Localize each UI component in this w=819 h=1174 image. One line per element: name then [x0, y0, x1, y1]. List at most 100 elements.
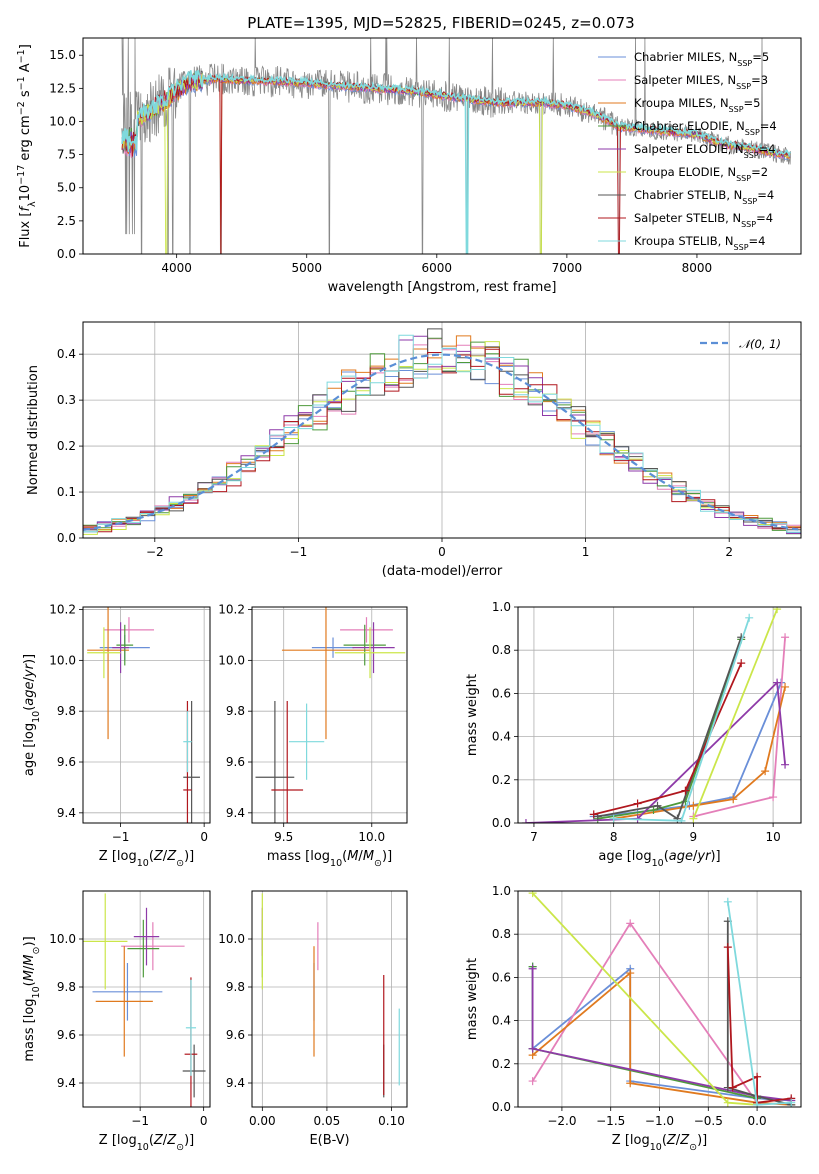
- weight-point-marker: [528, 1077, 537, 1086]
- y-tick-label: 9.4: [226, 806, 245, 820]
- y-tick-label: 2.5: [57, 214, 76, 228]
- weight-series-line: [693, 637, 786, 818]
- x-axis-label: Z [log10(Z/Z⊙)]: [99, 849, 194, 869]
- y-tick-label: 0.6: [492, 970, 511, 984]
- x-axis-label: (data-model)/error: [382, 564, 503, 579]
- x-tick-label: 8000: [682, 261, 713, 275]
- y-tick-label: 0.2: [492, 773, 511, 787]
- panel-mass-age: 9.5 10.0 9.4 9.6 9.8 10.0 10.2 mass [log10(M/M⊙…: [218, 603, 408, 869]
- x-tick-label: 7000: [552, 261, 583, 275]
- weight-point-marker: [723, 897, 732, 906]
- weight-point-marker: [787, 1098, 796, 1107]
- y-tick-label: 9.6: [57, 755, 76, 769]
- x-axis-label: wavelength [Angstrom, rest frame]: [328, 280, 557, 295]
- model-spectrum-line: [121, 70, 791, 254]
- x-tick-label: −1: [112, 830, 130, 844]
- axes-frame: [517, 606, 802, 824]
- weight-point-marker: [753, 1100, 762, 1107]
- weight-series-line: [531, 966, 758, 1100]
- y-tick-label: 5.0: [57, 181, 76, 195]
- y-tick-label: 0.6: [492, 686, 511, 700]
- y-tick-label: 0.4: [492, 730, 511, 744]
- y-tick-label: 0.0: [492, 1100, 511, 1114]
- x-tick-label: 10.0: [358, 830, 385, 844]
- y-tick-label: 0.4: [492, 1014, 511, 1028]
- y-axis-label: age [log10(age/yr)]: [22, 654, 42, 776]
- panel-z-mass: −1 0 9.4 9.6 9.8 10.0 Z [log10(Z/Z⊙)] mass [log…: [22, 890, 211, 1153]
- x-tick-label: 0.10: [378, 1114, 405, 1128]
- y-tick-label: 9.4: [57, 806, 76, 820]
- y-axis-label: mass [log10(M/M⊙)]: [22, 936, 42, 1061]
- axes-frame: [82, 37, 802, 255]
- x-tick-label: 0.05: [314, 1114, 341, 1128]
- y-tick-label: 10.0: [218, 653, 245, 667]
- y-tick-label: 0.0: [492, 816, 511, 830]
- legend-entry: Salpeter STELIB, NSSP=4: [634, 211, 773, 229]
- y-tick-label: 0.8: [492, 643, 511, 657]
- figure-title: PLATE=1395, MJD=52825, FIBERID=0245, z=0…: [247, 14, 634, 32]
- weight-point-marker: [528, 964, 537, 973]
- y-tick-label: 9.8: [226, 704, 245, 718]
- weight-point-marker: [681, 786, 690, 795]
- y-tick-label: 9.6: [226, 1028, 245, 1042]
- y-tick-label: 0.0: [57, 247, 76, 261]
- weight-point-marker: [677, 816, 686, 823]
- x-tick-label: 5000: [291, 261, 322, 275]
- weight-point-marker: [761, 767, 770, 776]
- weight-point-marker: [626, 969, 635, 978]
- x-tick-label: 7: [530, 830, 538, 844]
- axes-frame: [517, 890, 802, 1108]
- residual-histogram: [83, 334, 801, 533]
- y-tick-label: 9.6: [57, 1028, 76, 1042]
- x-tick-label: −1.5: [596, 1114, 625, 1128]
- y-tick-label: 15.0: [49, 48, 76, 62]
- panel-ebv-mass: 0.00 0.05 0.10 9.4 9.6 9.8 10.0 E(B-V): [218, 890, 408, 1148]
- legend-entry: Salpeter MILES, NSSP=3: [634, 73, 768, 91]
- x-tick-label: 0: [200, 830, 208, 844]
- y-tick-label: 0.1: [57, 485, 76, 499]
- weight-point-marker: [626, 1079, 635, 1088]
- weight-point-marker: [781, 633, 790, 642]
- x-tick-label: −1: [290, 545, 308, 559]
- legend-entry: Kroupa MILES, NSSP=5: [634, 96, 760, 114]
- weight-point-marker: [753, 1072, 762, 1081]
- weight-point-marker: [728, 1083, 737, 1092]
- weight-point-marker: [589, 810, 598, 819]
- weight-point-marker: [773, 607, 782, 614]
- y-tick-label: 10.0: [49, 932, 76, 946]
- y-tick-label: 9.6: [226, 755, 245, 769]
- y-tick-label: 9.8: [226, 980, 245, 994]
- weight-point-marker: [633, 799, 642, 808]
- weight-point-marker: [737, 659, 746, 668]
- x-tick-label: 0.0: [748, 1114, 767, 1128]
- panel-spectrum: 4000 5000 6000 7000 8000 0.0 2.5 5.0 7.5 10.0 12.5…: [16, 37, 802, 295]
- x-tick-label: 1: [582, 545, 590, 559]
- x-axis-label: E(B-V): [309, 1133, 349, 1148]
- x-tick-label: 4000: [161, 261, 192, 275]
- panel-z-age: −1 0 9.4 9.6 9.8 10.0 10.2 Z [log10(Z/Z⊙)] age […: [22, 603, 211, 869]
- axes-frame: [82, 606, 211, 824]
- weight-point-marker: [528, 1044, 537, 1053]
- plot-area: [83, 893, 206, 1107]
- axes-frame: [251, 890, 408, 1108]
- weight-series-line: [597, 636, 743, 821]
- y-axis-label: Normed distribution: [26, 365, 41, 495]
- weight-point-marker: [781, 760, 790, 769]
- panel-residuals: −2 −1 0 1 2 0.0 0.1 0.2 0.3 0.4 (data-model)/error…: [26, 321, 802, 579]
- axes-frame: [251, 606, 408, 824]
- y-axis-label: mass weight: [465, 674, 480, 756]
- x-tick-label: 6000: [422, 261, 453, 275]
- y-tick-label: 0.4: [57, 347, 76, 361]
- weight-point-marker: [729, 795, 738, 804]
- weight-point-marker: [773, 678, 782, 687]
- y-axis-label: mass weight: [465, 958, 480, 1040]
- y-tick-label: 1.0: [492, 600, 511, 614]
- plot-area: [521, 607, 790, 823]
- weight-series-line: [525, 680, 786, 823]
- weight-point-marker: [745, 613, 754, 622]
- y-tick-label: 7.5: [57, 148, 76, 162]
- x-axis-label: age [log10(age/yr)]: [598, 849, 720, 869]
- y-tick-label: 10.0: [218, 932, 245, 946]
- model-spectrum-line: [121, 73, 791, 254]
